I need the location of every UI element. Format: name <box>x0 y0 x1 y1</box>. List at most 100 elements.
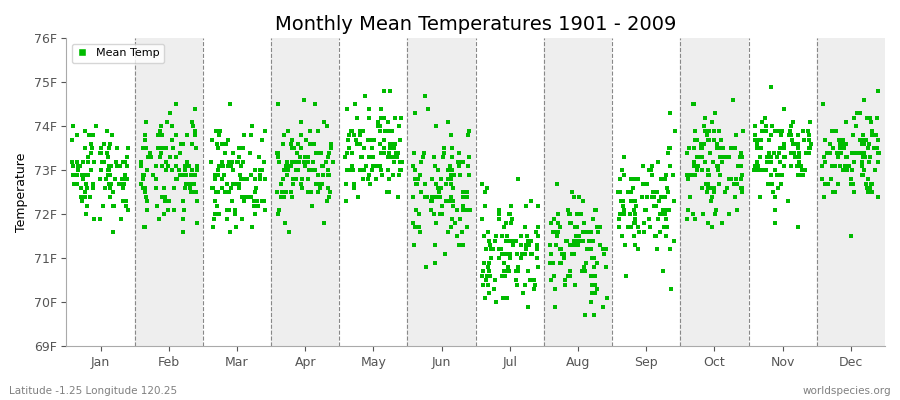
Point <box>828 163 842 169</box>
Point <box>293 145 308 152</box>
Point <box>637 229 652 235</box>
Point <box>302 167 316 174</box>
Point <box>547 229 562 235</box>
Point <box>381 154 395 160</box>
Point <box>798 150 813 156</box>
Point <box>169 176 184 182</box>
Point <box>680 172 695 178</box>
Point <box>857 167 871 174</box>
Point <box>236 145 250 152</box>
Point <box>832 154 846 160</box>
Point <box>701 136 716 143</box>
Point <box>117 176 131 182</box>
Point <box>755 119 770 125</box>
Point <box>704 185 718 191</box>
Point <box>714 145 728 152</box>
Point <box>722 154 736 160</box>
Point <box>102 145 116 152</box>
Point <box>82 132 96 138</box>
Point <box>441 176 455 182</box>
Point <box>225 158 239 165</box>
Point <box>231 154 246 160</box>
Point <box>764 172 778 178</box>
Point <box>363 180 377 187</box>
Point <box>753 154 768 160</box>
Point <box>510 268 525 275</box>
Point <box>549 242 563 248</box>
Point <box>711 167 725 174</box>
Point <box>789 141 804 147</box>
Point <box>445 154 459 160</box>
Point <box>342 145 356 152</box>
Point <box>661 189 675 196</box>
Point <box>640 180 654 187</box>
Point <box>232 185 247 191</box>
Point <box>666 172 680 178</box>
Point <box>453 172 467 178</box>
Point <box>562 273 577 279</box>
Point <box>623 211 637 218</box>
Point <box>508 268 523 275</box>
Point <box>98 185 112 191</box>
Point <box>445 176 459 182</box>
Point <box>637 207 652 213</box>
Point <box>658 176 672 182</box>
Point <box>734 185 748 191</box>
Point <box>439 198 454 204</box>
Point <box>321 185 336 191</box>
Point <box>496 295 510 301</box>
Point <box>94 150 108 156</box>
Point <box>838 163 852 169</box>
Point <box>658 211 672 218</box>
Point <box>463 207 477 213</box>
Point <box>759 128 773 134</box>
Point <box>666 198 680 204</box>
Point <box>498 273 512 279</box>
Point <box>106 189 121 196</box>
Point <box>687 145 701 152</box>
Point <box>825 189 840 196</box>
Point <box>651 216 665 222</box>
Point <box>705 194 719 200</box>
Point <box>771 150 786 156</box>
Point <box>479 277 493 284</box>
Point <box>179 172 194 178</box>
Point <box>518 202 533 209</box>
Point <box>311 128 326 134</box>
Point <box>760 158 774 165</box>
Point <box>274 189 289 196</box>
Point <box>245 224 259 231</box>
Point <box>79 172 94 178</box>
Point <box>139 145 153 152</box>
Point <box>237 194 251 200</box>
Point <box>107 176 122 182</box>
Point <box>649 202 663 209</box>
Point <box>726 180 741 187</box>
Point <box>774 132 788 138</box>
Point <box>518 224 532 231</box>
Point <box>168 132 183 138</box>
Point <box>277 220 292 226</box>
Point <box>834 145 849 152</box>
Point <box>664 286 679 292</box>
Point <box>543 242 557 248</box>
Point <box>844 233 859 240</box>
Point <box>346 185 361 191</box>
Point <box>770 185 785 191</box>
Point <box>180 132 194 138</box>
Point <box>748 132 762 138</box>
Point <box>768 167 782 174</box>
Point <box>121 145 135 152</box>
Point <box>653 229 668 235</box>
Point <box>79 202 94 209</box>
Point <box>476 268 491 275</box>
Point <box>362 154 376 160</box>
Point <box>786 119 800 125</box>
Point <box>497 268 511 275</box>
Point <box>350 141 365 147</box>
Point <box>558 282 572 288</box>
Point <box>138 224 152 231</box>
Point <box>309 150 323 156</box>
Point <box>159 145 174 152</box>
Point <box>611 216 625 222</box>
